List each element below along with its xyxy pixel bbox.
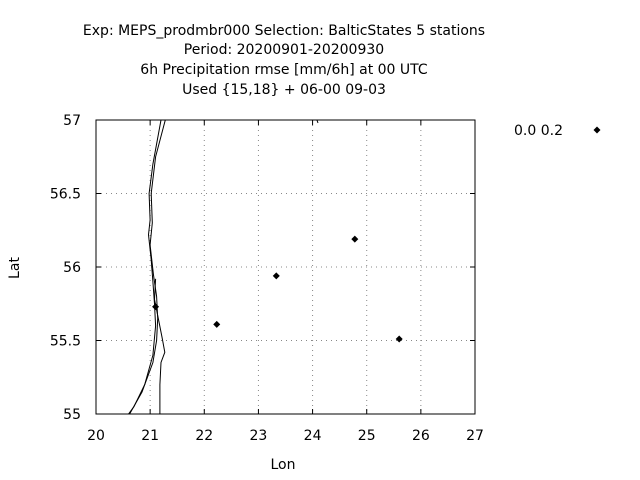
title-line-2: Period: 20200901-20200930 [184,42,384,58]
data-points [152,235,403,343]
coastline [129,119,166,415]
title-line-1: Exp: MEPS_prodmbr000 Selection: BalticSt… [83,23,485,39]
legend: 0.0 0.2 [514,123,601,139]
x-tick-label: 25 [358,428,376,444]
data-point [272,272,280,280]
title-line-4: Used {15,18} + 06-00 09-03 [182,82,386,98]
x-tick-label: 27 [466,428,484,444]
x-tick-label: 20 [87,428,105,444]
legend-marker-icon [593,126,601,134]
coastline-group [128,119,319,415]
coastline [153,278,166,414]
y-axis-label: Lat [7,257,23,279]
chart-title: Exp: MEPS_prodmbr000 Selection: BalticSt… [83,23,485,98]
data-point [395,335,403,343]
data-point [213,320,221,328]
x-axis-label: Lon [271,457,296,473]
data-point [351,235,359,243]
x-tick-label: 26 [412,428,430,444]
y-tick-label: 55.5 [50,334,81,350]
legend-label: 0.0 0.2 [514,123,563,139]
x-axis-ticks: 20 21 22 23 24 25 26 27 [87,120,484,444]
x-tick-label: 23 [250,428,268,444]
y-tick-label: 57 [63,113,81,129]
y-tick-label: 56 [63,260,81,276]
data-point [152,303,160,311]
y-tick-label: 55 [63,407,81,423]
x-tick-label: 24 [304,428,322,444]
y-tick-label: 56.5 [50,187,81,203]
x-tick-label: 22 [195,428,213,444]
y-axis-ticks: 55 55.5 56 56.5 57 [50,113,475,423]
x-tick-label: 21 [141,428,159,444]
title-line-3: 6h Precipitation rmse [mm/6h] at 00 UTC [140,62,428,78]
